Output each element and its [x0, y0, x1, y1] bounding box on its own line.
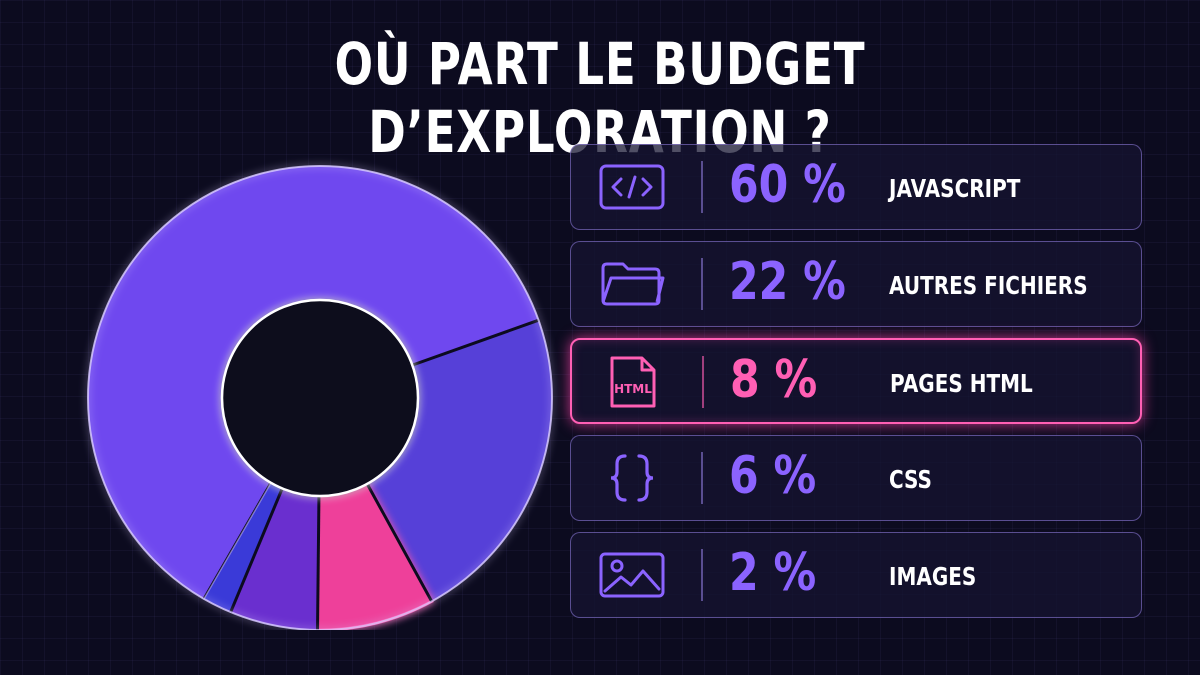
- legend-label: CSS: [889, 465, 932, 494]
- legend-value: 2 %: [729, 543, 817, 603]
- legend: 60 % JAVASCRIPT 22 % AUTRES FICHIERS HTM…: [570, 144, 1142, 629]
- legend-label: PAGES HTML: [890, 369, 1033, 398]
- separator: [701, 549, 703, 601]
- folder-icon: [597, 258, 667, 310]
- html-file-icon: HTML: [598, 356, 668, 408]
- legend-value: 22 %: [729, 252, 846, 312]
- slice-divider: [411, 318, 540, 367]
- legend-label: JAVASCRIPT: [889, 174, 1021, 203]
- legend-row-javascript: 60 % JAVASCRIPT: [570, 144, 1142, 230]
- legend-value: 6 %: [729, 446, 817, 506]
- legend-label: AUTRES FICHIERS: [889, 271, 1088, 300]
- donut-svg: [87, 165, 553, 632]
- html-icon-text: HTML: [614, 382, 652, 396]
- legend-value: 8 %: [730, 350, 818, 410]
- legend-row-css: 6 % CSS: [570, 435, 1142, 521]
- slice-divider: [365, 483, 433, 603]
- slice-divider: [229, 487, 284, 613]
- legend-row-pages-html: HTML 8 % PAGES HTML: [570, 338, 1142, 424]
- legend-row-autres-fichiers: 22 % AUTRES FICHIERS: [570, 241, 1142, 327]
- image-icon: [597, 549, 667, 601]
- donut-chart: [60, 150, 580, 632]
- legend-label: IMAGES: [889, 562, 977, 591]
- chart-title: OÙ PART LE BUDGET D’EXPLORATION ?: [334, 30, 866, 166]
- slice-divider: [316, 495, 321, 631]
- separator: [701, 452, 703, 504]
- separator: [702, 356, 704, 408]
- braces-icon: [597, 452, 667, 504]
- donut-hole: [220, 298, 420, 498]
- legend-value: 60 %: [729, 155, 846, 215]
- code-icon: [597, 161, 667, 213]
- separator: [701, 258, 703, 310]
- separator: [701, 161, 703, 213]
- legend-row-images: 2 % IMAGES: [570, 532, 1142, 618]
